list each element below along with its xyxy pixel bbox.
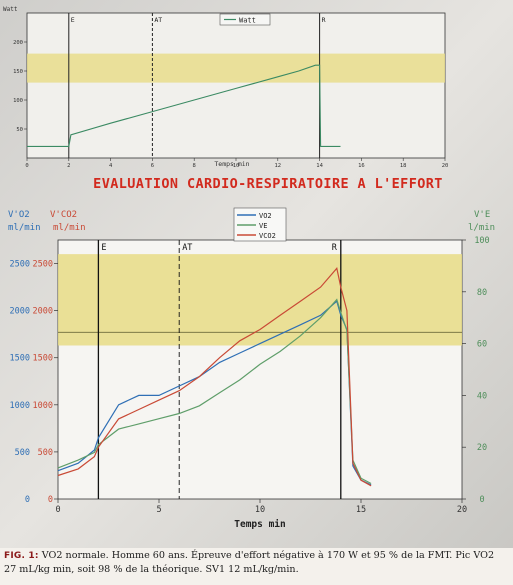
gas-y2-tick-label: 80 [477, 288, 487, 298]
gas-y-tick-label-vco2: 2000 [33, 307, 53, 317]
gas-x-tick-label: 20 [457, 505, 467, 515]
gas-y-tick-label-vo2: 2000 [10, 307, 30, 317]
power-x-tick-label: 10 [233, 163, 240, 169]
y-left-unit-vco2: ml/min [53, 223, 86, 233]
power-plot-area [26, 12, 446, 159]
gas-y-tick-label-vco2: 500 [38, 448, 53, 458]
power-x-label: Temps min [214, 160, 249, 168]
chart-photo: 0 2 4 6 8 10 12 14 16 18 20 50 100 150 200 E AT R Watt … [0, 0, 513, 548]
power-x-tick-label: 12 [274, 163, 281, 169]
gas-y-tick-label-vo2: 0 [25, 495, 30, 505]
power-marker-label: R [322, 16, 326, 24]
caption-label: FIG. 1: [4, 551, 39, 561]
gas-x-tick-label: 0 [55, 505, 60, 515]
gas-marker-label: R [332, 243, 338, 253]
vco2-series-line [57, 266, 372, 487]
power-x-tick-label: 2 [67, 163, 70, 169]
gas-y-tick-label-vco2: 1000 [33, 401, 53, 411]
gas-y-tick-label-vo2: 1500 [10, 354, 30, 364]
legend-vco2: VCO2 [259, 232, 276, 240]
gas-x-tick-label: 5 [156, 505, 161, 515]
gas-marker-label: E [101, 243, 106, 253]
gas-y2-tick-label: 100 [474, 236, 489, 246]
power-y-tick-label: 150 [13, 69, 23, 75]
power-y-unit: Watt [3, 6, 18, 13]
power-y-tick-label: 100 [13, 98, 23, 104]
caption-text: VO2 normale. Homme 60 ans. Épreuve d'eff… [4, 550, 495, 575]
power-x-tick-label: 6 [151, 163, 154, 169]
y-right-label: V'E [474, 210, 490, 220]
gas-marker-label: AT [182, 243, 192, 253]
power-y-tick-label: 200 [13, 40, 23, 46]
watt-series-line [27, 64, 341, 147]
y-left-unit-vo2: ml/min [8, 223, 41, 233]
power-y-tick-label: 50 [16, 127, 23, 133]
power-marker-label: AT [154, 16, 162, 24]
gas-y-tick-label-vco2: 0 [48, 495, 53, 505]
legend-watt: Watt [239, 17, 256, 25]
vo2-target-band [58, 254, 462, 346]
gas-y2-tick-label: 40 [477, 391, 487, 401]
legend-ve: VE [259, 222, 267, 230]
chart-title: EVALUATION CARDIO-RESPIRATOIRE A L'EFFOR… [93, 176, 443, 192]
power-x-tick-label: 4 [109, 163, 113, 169]
power-target-band [27, 53, 445, 83]
gas-x-tick-label: 10 [255, 505, 265, 515]
power-marker-label: E [71, 16, 75, 24]
gas-y-tick-label-vo2: 2500 [10, 260, 30, 270]
power-x-tick-label: 20 [442, 163, 449, 169]
power-x-tick-label: 14 [316, 163, 323, 169]
gas-y2-tick-label: 0 [479, 495, 484, 505]
y-left-label-vo2: V'O2 [8, 210, 30, 220]
power-legend: Watt [219, 13, 271, 26]
y-right-unit: l/min [468, 223, 495, 233]
gas-y-tick-label-vo2: 500 [15, 448, 30, 458]
gas-y2-tick-label: 60 [477, 340, 487, 350]
power-x-tick-label: 18 [400, 163, 407, 169]
gas-y-tick-label-vco2: 1500 [33, 354, 53, 364]
ve-series-line [57, 298, 372, 485]
power-x-tick-label: 8 [193, 163, 196, 169]
gas-y-tick-label-vo2: 1000 [10, 401, 30, 411]
gas-x-label: Temps min [234, 519, 285, 530]
gas-y2-tick-label: 20 [477, 443, 487, 453]
figure-caption: FIG. 1: VO2 normale. Homme 60 ans. Épreu… [4, 549, 509, 577]
gas-x-tick-label: 15 [356, 505, 366, 515]
power-x-tick-label: 0 [25, 163, 28, 169]
gas-legend: VO2 VE VCO2 [233, 207, 287, 242]
gas-y-tick-label-vco2: 2500 [33, 260, 53, 270]
legend-vo2: VO2 [259, 212, 272, 220]
power-x-tick-label: 16 [358, 163, 365, 169]
y-left-label-vco2: V'CO2 [50, 210, 77, 220]
